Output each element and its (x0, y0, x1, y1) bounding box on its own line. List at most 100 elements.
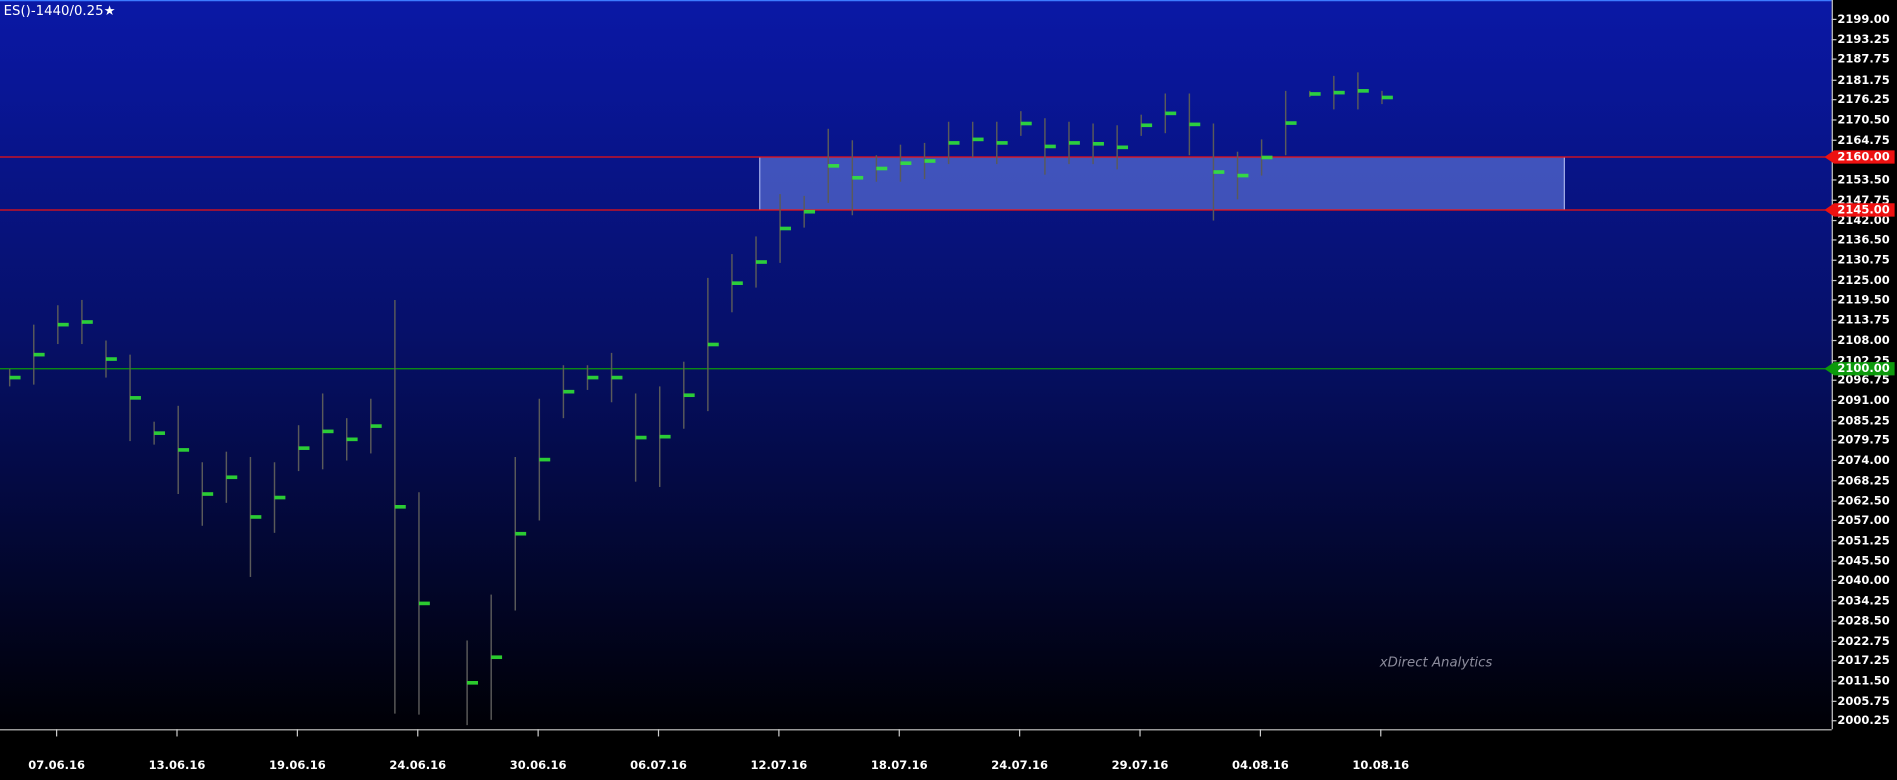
y-tick-label: 2113.75 (1837, 313, 1889, 327)
y-tick-label: 2136.50 (1837, 232, 1889, 246)
y-tick-label: 2119.50 (1837, 292, 1889, 306)
y-tick-label: 2091.00 (1837, 393, 1889, 407)
x-tick-label: 30.06.16 (510, 758, 567, 772)
bar-poc (828, 164, 840, 168)
bar-poc (900, 161, 912, 166)
x-tick-label: 10.08.16 (1352, 758, 1409, 772)
y-tick-label: 2170.50 (1837, 112, 1889, 126)
bar-poc (1141, 123, 1153, 128)
watermark: xDirect Analytics (1379, 656, 1493, 671)
bar-poc (178, 448, 190, 452)
y-tick-label: 2000.25 (1837, 713, 1889, 727)
x-tick-label: 07.06.16 (28, 758, 85, 772)
bar-poc (105, 357, 117, 361)
y-tick-label: 2034.25 (1837, 593, 1889, 607)
x-tick-label: 06.07.16 (630, 758, 687, 772)
price-level-label: 2100.00 (1837, 361, 1889, 375)
bar-poc (130, 396, 141, 400)
plot-background (0, 0, 1832, 730)
y-tick-label: 2062.50 (1837, 494, 1889, 508)
bar-poc (924, 159, 936, 163)
bar-poc (418, 601, 430, 606)
y-tick-label: 2011.50 (1837, 674, 1889, 688)
bar-poc (1261, 155, 1273, 160)
bar-poc (1213, 170, 1225, 174)
y-tick-label: 2017.25 (1837, 653, 1889, 667)
price-axis-background (1831, 0, 1897, 780)
y-tick-label: 2074.00 (1837, 453, 1889, 467)
bar-poc (1020, 121, 1032, 126)
bar-poc (467, 680, 479, 685)
price-level-tag (1824, 203, 1895, 217)
bar-poc (226, 475, 238, 480)
bar-poc (996, 141, 1008, 145)
bar-poc (298, 446, 310, 450)
y-tick-label: 2022.75 (1837, 634, 1889, 648)
bar-poc (57, 322, 69, 327)
bar-poc (81, 320, 93, 324)
bar-poc (9, 375, 21, 380)
time-axis-background (0, 729, 1832, 780)
price-level-label: 2145.00 (1837, 202, 1889, 216)
y-tick-label: 2130.75 (1837, 253, 1889, 267)
bar-poc (250, 515, 262, 519)
bar-poc (635, 435, 647, 440)
y-tick-label: 2176.25 (1837, 92, 1889, 106)
y-tick-label: 2068.25 (1837, 473, 1889, 487)
chart-title: ES()-1440/0.25★ (4, 4, 116, 19)
bar-poc (972, 137, 984, 142)
bar-poc (948, 141, 960, 145)
y-tick-label: 2040.00 (1837, 573, 1889, 587)
bar-poc (322, 429, 334, 434)
x-tick-label: 18.07.16 (871, 758, 928, 772)
bar-poc (515, 531, 527, 536)
bar-poc (563, 389, 575, 394)
bar-poc (1117, 145, 1129, 150)
y-tick-label: 2096.75 (1837, 373, 1889, 387)
y-tick-label: 2181.75 (1837, 73, 1889, 87)
y-tick-label: 2193.25 (1837, 32, 1889, 46)
bar-poc (659, 434, 671, 439)
bar-poc (611, 375, 623, 380)
bar-poc (154, 431, 166, 435)
y-tick-label: 2057.00 (1837, 513, 1889, 527)
price-level-tag (1824, 150, 1895, 164)
bar-poc (1044, 144, 1056, 149)
bar-poc (804, 209, 816, 214)
bar-poc (346, 437, 358, 442)
bar-poc (707, 342, 719, 347)
x-tick-label: 24.06.16 (389, 758, 446, 772)
bar-poc (1357, 89, 1369, 93)
bar-poc (683, 393, 695, 398)
y-tick-label: 2125.00 (1837, 273, 1889, 287)
bar-poc (780, 226, 791, 231)
bar-poc (852, 175, 864, 180)
x-tick-label: 13.06.16 (149, 758, 206, 772)
bar-poc (1285, 121, 1297, 125)
bar-poc (1068, 141, 1080, 145)
y-tick-label: 2005.75 (1837, 694, 1889, 708)
value-area-box (759, 156, 1565, 211)
y-tick-label: 2028.50 (1837, 614, 1889, 628)
x-tick-label: 04.08.16 (1232, 758, 1289, 772)
bar-poc (1381, 95, 1393, 100)
bar-poc (756, 260, 767, 264)
x-tick-label: 12.07.16 (751, 758, 808, 772)
bar-poc (1189, 122, 1201, 127)
y-tick-label: 2045.50 (1837, 554, 1889, 568)
bar-poc (1165, 111, 1177, 116)
bar-poc (731, 281, 743, 285)
bar-poc (1333, 90, 1345, 95)
bar-poc (370, 424, 382, 428)
x-tick-label: 19.06.16 (269, 758, 326, 772)
y-tick-label: 2164.75 (1837, 133, 1889, 147)
price-level-label: 2160.00 (1837, 150, 1889, 164)
y-tick-label: 2199.00 (1837, 12, 1889, 26)
bar-poc (394, 504, 406, 509)
bar-poc (202, 492, 214, 496)
bar-poc (539, 457, 551, 462)
bar-poc (1309, 92, 1321, 96)
x-tick-label: 24.07.16 (991, 758, 1048, 772)
